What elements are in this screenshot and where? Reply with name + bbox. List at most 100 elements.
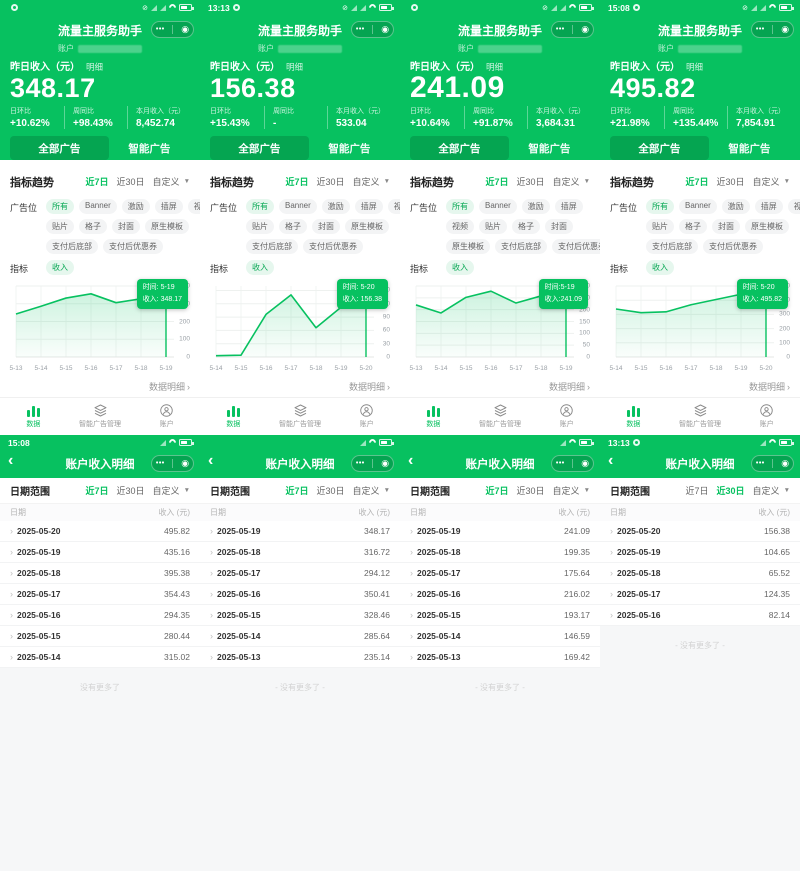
more-icon[interactable]: ••• bbox=[755, 460, 765, 467]
income-detail-tag[interactable]: 明细 bbox=[686, 62, 704, 72]
range-tab[interactable]: 近30日 bbox=[116, 177, 145, 187]
adslot-chip[interactable]: 所有 bbox=[646, 199, 674, 214]
income-row[interactable]: › 2025-05-16 294.35 bbox=[0, 605, 200, 626]
income-detail-tag[interactable]: 明细 bbox=[286, 62, 304, 72]
account-row[interactable]: 账户 bbox=[610, 42, 790, 55]
adslot-chip[interactable]: 封面 bbox=[712, 219, 740, 234]
income-row[interactable]: › 2025-05-14 315.02 bbox=[0, 647, 200, 668]
adslot-chip[interactable]: 支付后底部 bbox=[46, 239, 98, 254]
account-row[interactable]: 账户 bbox=[210, 42, 390, 55]
trend-chart[interactable]: 15012090603005-145-155-165-175-185-195-2… bbox=[209, 279, 390, 376]
adslot-chip[interactable]: 原生模板 bbox=[745, 219, 789, 234]
adslot-chip[interactable]: 支付后优惠券 bbox=[703, 239, 763, 254]
wechat-capsule[interactable]: ••• ◉ bbox=[351, 455, 394, 472]
metric-chip-income[interactable]: 收入 bbox=[46, 260, 74, 275]
adslot-chip[interactable]: 支付后底部 bbox=[246, 239, 298, 254]
wechat-capsule[interactable]: ••• ◉ bbox=[751, 455, 794, 472]
minimize-icon[interactable]: ◉ bbox=[181, 458, 190, 468]
tab-account[interactable]: 账户 bbox=[333, 398, 400, 435]
range-tab[interactable]: 自定义 bbox=[752, 177, 780, 187]
income-row[interactable]: › 2025-05-17 124.35 bbox=[600, 584, 800, 605]
wechat-capsule[interactable]: ••• ◉ bbox=[551, 455, 594, 472]
more-icon[interactable]: ••• bbox=[555, 460, 565, 467]
minimize-icon[interactable]: ◉ bbox=[381, 458, 390, 468]
data-detail-link[interactable]: 数据明细 › bbox=[348, 381, 390, 393]
income-row[interactable]: › 2025-05-19 435.16 bbox=[0, 542, 200, 563]
wechat-capsule[interactable]: ••• ◉ bbox=[351, 21, 394, 38]
tab-account[interactable]: 账户 bbox=[133, 398, 200, 435]
trend-chart[interactable]: 50040030020010005-145-155-165-175-185-19… bbox=[609, 279, 790, 376]
trend-chart[interactable]: 40030020010005-135-145-155-165-175-185-1… bbox=[9, 279, 190, 376]
range-tab[interactable]: 自定义 bbox=[352, 486, 380, 496]
minimize-icon[interactable]: ◉ bbox=[381, 24, 390, 34]
income-row[interactable]: › 2025-05-18 395.38 bbox=[0, 563, 200, 584]
adslot-chip[interactable]: 贴片 bbox=[246, 219, 274, 234]
adslot-chip[interactable]: 贴片 bbox=[46, 219, 74, 234]
tab-account[interactable]: 账户 bbox=[733, 398, 800, 435]
income-row[interactable]: › 2025-05-17 294.12 bbox=[200, 563, 400, 584]
income-row[interactable]: › 2025-05-16 350.41 bbox=[200, 584, 400, 605]
wechat-capsule[interactable]: ••• ◉ bbox=[551, 21, 594, 38]
tab-smart-ads-manage[interactable]: 智能广告管理 bbox=[667, 398, 734, 435]
adslot-chip[interactable]: 激励 bbox=[721, 199, 750, 214]
income-row[interactable]: › 2025-05-13 235.14 bbox=[200, 647, 400, 668]
minimize-icon[interactable]: ◉ bbox=[581, 458, 590, 468]
adslot-chip[interactable]: Banner bbox=[479, 199, 517, 214]
smart-ads-button[interactable]: 智能广告 bbox=[309, 140, 390, 157]
adslot-chip[interactable]: 支付后优惠券 bbox=[303, 239, 363, 254]
adslot-chip[interactable]: 贴片 bbox=[479, 219, 507, 234]
range-tab[interactable]: 自定义 bbox=[352, 177, 380, 187]
range-tab[interactable]: 近7日 bbox=[685, 486, 709, 496]
minimize-icon[interactable]: ◉ bbox=[581, 24, 590, 34]
all-ads-button[interactable]: 全部广告 bbox=[10, 136, 109, 160]
adslot-chip[interactable]: 封面 bbox=[312, 219, 340, 234]
minimize-icon[interactable]: ◉ bbox=[181, 24, 190, 34]
adslot-chip[interactable]: 激励 bbox=[521, 199, 550, 214]
trend-chart[interactable]: 3002502001501005005-135-145-155-165-175-… bbox=[409, 279, 590, 376]
adslot-chip[interactable]: 激励 bbox=[121, 199, 150, 214]
income-row[interactable]: › 2025-05-19 104.65 bbox=[600, 542, 800, 563]
range-tab[interactable]: 近30日 bbox=[716, 177, 745, 187]
adslot-chip[interactable]: 激励 bbox=[321, 199, 350, 214]
tab-data[interactable]: 数据 bbox=[400, 398, 467, 435]
account-row[interactable]: 账户 bbox=[410, 42, 590, 55]
minimize-icon[interactable]: ◉ bbox=[781, 24, 790, 34]
adslot-chip[interactable]: 视频 bbox=[387, 199, 400, 214]
income-row[interactable]: › 2025-05-15 193.17 bbox=[400, 605, 600, 626]
adslot-chip[interactable]: 视频 bbox=[446, 219, 474, 234]
income-row[interactable]: › 2025-05-19 348.17 bbox=[200, 521, 400, 542]
adslot-chip[interactable]: 视频 bbox=[187, 199, 200, 214]
tab-smart-ads-manage[interactable]: 智能广告管理 bbox=[467, 398, 534, 435]
back-button[interactable]: ‹ bbox=[8, 452, 14, 469]
adslot-chip[interactable]: 封面 bbox=[112, 219, 140, 234]
smart-ads-button[interactable]: 智能广告 bbox=[709, 140, 790, 157]
range-tab[interactable]: 近30日 bbox=[516, 486, 545, 496]
tab-data[interactable]: 数据 bbox=[600, 398, 667, 435]
adslot-chip[interactable]: 支付后底部 bbox=[646, 239, 698, 254]
range-tab[interactable]: 自定义 bbox=[152, 486, 180, 496]
adslot-chip[interactable]: 格子 bbox=[512, 219, 540, 234]
range-tab[interactable]: 近30日 bbox=[316, 486, 345, 496]
adslot-chip[interactable]: 插屏 bbox=[154, 199, 183, 214]
wechat-capsule[interactable]: ••• ◉ bbox=[151, 21, 194, 38]
range-tab[interactable]: 自定义 bbox=[552, 177, 580, 187]
range-tab[interactable]: 近7日 bbox=[85, 486, 109, 496]
adslot-chip[interactable]: 支付后底部 bbox=[495, 239, 547, 254]
income-row[interactable]: › 2025-05-17 354.43 bbox=[0, 584, 200, 605]
income-row[interactable]: › 2025-05-14 285.64 bbox=[200, 626, 400, 647]
adslot-chip[interactable]: 格子 bbox=[679, 219, 707, 234]
income-row[interactable]: › 2025-05-18 65.52 bbox=[600, 563, 800, 584]
adslot-chip[interactable]: 原生模板 bbox=[446, 239, 490, 254]
adslot-chip[interactable]: Banner bbox=[279, 199, 317, 214]
tab-account[interactable]: 账户 bbox=[533, 398, 600, 435]
back-button[interactable]: ‹ bbox=[408, 452, 414, 469]
adslot-chip[interactable]: 插屏 bbox=[354, 199, 383, 214]
tab-data[interactable]: 数据 bbox=[200, 398, 267, 435]
all-ads-button[interactable]: 全部广告 bbox=[210, 136, 309, 160]
more-icon[interactable]: ••• bbox=[755, 26, 765, 33]
metric-chip-income[interactable]: 收入 bbox=[246, 260, 274, 275]
adslot-chip[interactable]: 格子 bbox=[279, 219, 307, 234]
income-row[interactable]: › 2025-05-15 328.46 bbox=[200, 605, 400, 626]
tab-smart-ads-manage[interactable]: 智能广告管理 bbox=[67, 398, 134, 435]
adslot-chip[interactable]: 所有 bbox=[446, 199, 474, 214]
